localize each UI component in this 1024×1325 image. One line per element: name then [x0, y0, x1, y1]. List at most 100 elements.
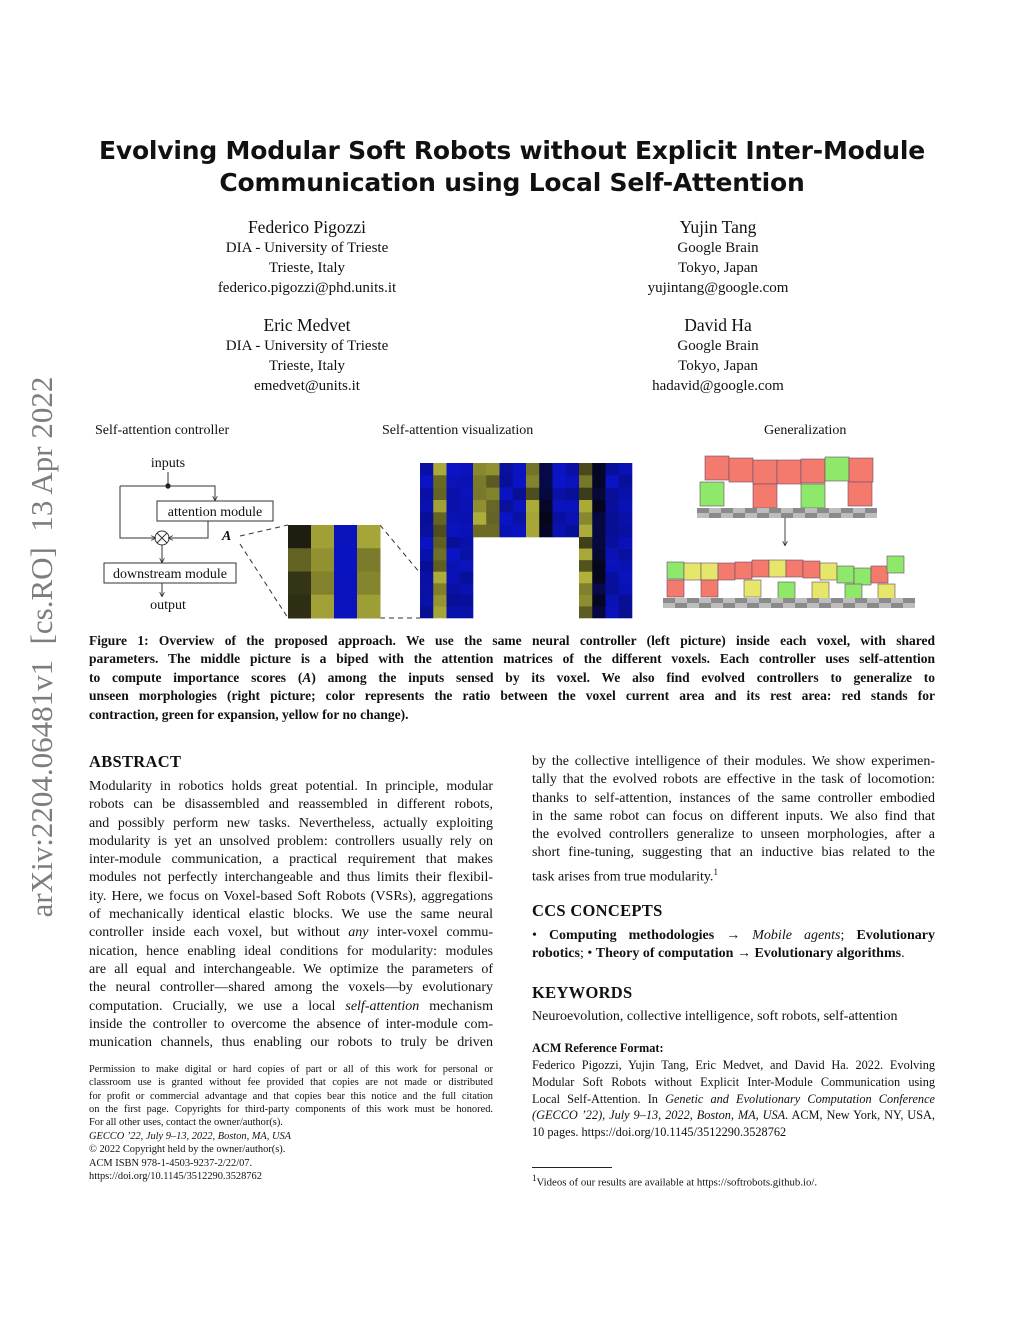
text-line: Federico Pigozzi, Yujin Tang, Eric Medve… [532, 1057, 935, 1074]
ground-tile [879, 598, 891, 603]
heatmap-cell [433, 537, 447, 549]
heatmap-cell [579, 594, 593, 607]
text-line: controller inside each voxel, but withou… [89, 924, 493, 942]
heatmap-cell [459, 524, 474, 538]
heatmap-cell [433, 560, 447, 573]
text-segment: mechanism [419, 998, 493, 1014]
heatmap-cell [420, 537, 434, 549]
heatmap-cell [446, 500, 461, 513]
ground-tile [867, 603, 879, 608]
ground-tile [771, 603, 783, 608]
heatmap-cell [618, 606, 633, 619]
text-line: (GECCO ’22), July 9–13, 2022, Boston, MA… [532, 1107, 935, 1124]
text-segment: → [733, 946, 755, 962]
text-segment: task arises from true modularity. [532, 869, 714, 885]
text-segment: contraction, green for expansion, yellow… [89, 706, 409, 722]
heatmap-cell [539, 500, 553, 513]
text-segment: parameters. The middle picture is a bipe… [89, 651, 935, 667]
heatmap-cell [420, 463, 434, 476]
heatmap-cell [446, 524, 461, 538]
heatmap-cell [565, 512, 580, 525]
ground-tile [757, 508, 769, 513]
heatmap-cell [486, 487, 500, 501]
heatmap-cell [579, 487, 593, 501]
text-segment: tally that the evolved robots are effect… [532, 772, 935, 788]
heatmap-cell [539, 512, 553, 525]
ground-tile [853, 508, 865, 513]
heatmap-cell [579, 500, 593, 513]
heatmap-cell [433, 594, 447, 607]
robot-voxel [752, 483, 778, 509]
text-segment: Evolutionary [856, 928, 936, 943]
ground-tile [711, 598, 723, 603]
text-line: modularity is yet an unsolved problem: c… [89, 833, 493, 851]
text-segment: Genetic and Evolutionary Computation Con… [665, 1091, 935, 1106]
text-segment: to compute importance scores ( [89, 669, 303, 685]
heatmap-cell [357, 548, 381, 572]
text-line: inter-module communication, a practical … [89, 851, 493, 869]
heatmap-cell [618, 571, 633, 584]
heatmap-cell [459, 512, 474, 525]
heatmap-cell [526, 500, 540, 513]
heatmap-cell [526, 463, 540, 476]
text-segment: Modularity in robotics holds great poten… [89, 779, 493, 794]
heatmap-cell [605, 463, 620, 476]
heatmap-cell [433, 475, 447, 488]
heatmap-cell [446, 512, 461, 525]
heatmap-cell [459, 560, 474, 573]
heatmap-cell [526, 487, 540, 501]
abstract-heading: ABSTRACT [89, 752, 182, 771]
heatmap-cell [499, 524, 514, 538]
text-line: short fine-tuning, suggesting that an in… [532, 844, 935, 862]
ground-tile [745, 513, 757, 518]
robot-voxel [819, 562, 838, 581]
heatmap-cell [605, 487, 620, 501]
heatmap-cell [605, 524, 620, 538]
ground-tile [829, 508, 841, 513]
heatmap-cell [420, 560, 434, 573]
heatmap-cell [539, 487, 553, 501]
text-line: Local Self-Attention. In Genetic and Evo… [532, 1091, 935, 1108]
heatmap-cell [605, 571, 620, 584]
ground-tile [843, 598, 855, 603]
heatmap-cell [433, 463, 447, 476]
heatmap-cell [618, 475, 633, 488]
robot-voxel [666, 561, 685, 580]
heatmap-cell [446, 463, 461, 476]
text-line: modules not perfectly interchangeable an… [89, 869, 493, 887]
text-line: classroom use is granted without fee pro… [89, 1076, 493, 1089]
heatmap-cell [420, 571, 434, 584]
text-segment: • [532, 928, 549, 943]
robot-voxel [870, 565, 889, 584]
robot-voxel [776, 459, 802, 485]
robot-voxel [848, 457, 874, 483]
heatmap-cell [605, 583, 620, 596]
text-segment: robotics [532, 946, 580, 962]
heatmap-cell [334, 571, 358, 596]
text-line: Permission to make digital or hard copie… [89, 1063, 493, 1076]
heatmap-cell [565, 524, 580, 538]
text-segment: in the same robot can focus on different… [532, 808, 935, 824]
heatmap-cell [592, 560, 606, 573]
ground-tile [757, 513, 769, 518]
keywords-text: Neuroevolution, collective intelligence,… [532, 1009, 898, 1024]
ground-tile [891, 603, 903, 608]
footnote-text[interactable]: Videos of our results are available at h… [536, 1176, 818, 1189]
heatmap-cell [592, 583, 606, 596]
text-segment: controller inside each voxel, but withou… [89, 925, 349, 941]
doi-link[interactable]: https://doi.org/10.1145/3512290.3528762 [89, 1170, 262, 1182]
heatmap-cell [618, 583, 633, 596]
heatmap-cell [605, 512, 620, 525]
heatmap-cell [486, 475, 500, 488]
heatmap-cell [486, 524, 500, 538]
text-line: • Computing methodologies → Mobile agent… [532, 927, 935, 945]
text-segment: and possibly perform new tasks. Neverthe… [89, 815, 493, 831]
text-segment: by the collective intelligence of their … [532, 754, 935, 769]
heatmap-cell [618, 500, 633, 513]
text-segment: ) among the inputs sensed by its voxel. … [311, 669, 935, 685]
heatmap-cell [357, 525, 381, 549]
text-segment: inter-voxel commu- [368, 925, 494, 941]
heatmap-cell [311, 571, 335, 596]
robot-voxel [717, 562, 736, 581]
heatmap-cell [473, 524, 487, 538]
